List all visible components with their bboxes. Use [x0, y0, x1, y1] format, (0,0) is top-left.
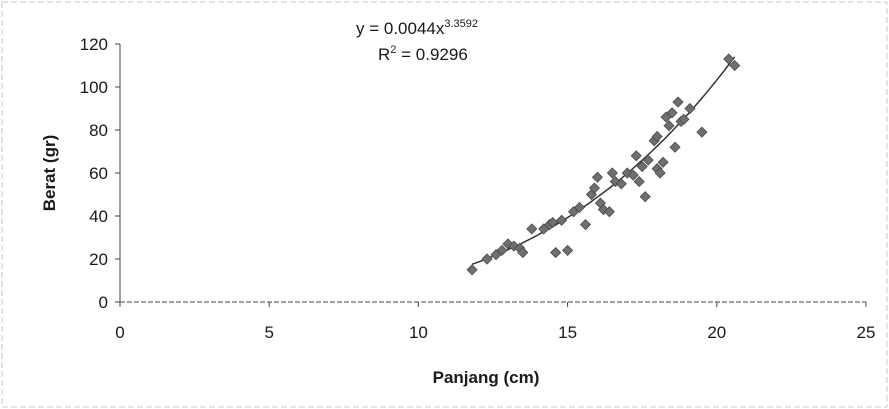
y-axis-ticks: 0 20 40 60 80 100 120 [80, 35, 120, 312]
data-point [723, 53, 735, 65]
r2-value: = 0.9296 [396, 45, 467, 64]
data-point [466, 264, 478, 276]
data-point [606, 167, 618, 179]
y-axis-title: Berat (gr) [40, 135, 59, 212]
x-tick-label: 10 [409, 323, 428, 342]
x-tick-label: 15 [558, 323, 577, 342]
data-point [651, 130, 663, 143]
equation-exponent: 3.3592 [444, 18, 478, 30]
y-tick-label: 0 [99, 293, 108, 312]
data-point [562, 244, 574, 256]
x-tick-label: 25 [857, 323, 876, 342]
data-point [588, 182, 601, 194]
y-tick-label: 60 [89, 164, 108, 183]
data-point [636, 160, 648, 173]
y-tick-label: 120 [80, 35, 108, 54]
data-point [550, 246, 562, 259]
x-axis-title: Panjang (cm) [433, 368, 540, 387]
data-point [678, 113, 690, 125]
data-point [579, 219, 592, 231]
data-point [633, 176, 645, 188]
data-point [615, 178, 627, 190]
data-point [642, 154, 654, 166]
y-tick-label: 100 [80, 78, 108, 97]
data-point [672, 96, 684, 108]
data-point [630, 150, 642, 162]
data-point [684, 102, 696, 115]
y-tick-label: 40 [89, 207, 108, 226]
data-point [547, 216, 559, 229]
x-tick-label: 20 [707, 323, 726, 342]
data-point [481, 253, 493, 265]
data-points [466, 53, 741, 276]
data-point [657, 156, 669, 168]
y-tick-label: 80 [89, 121, 108, 140]
data-point [556, 214, 568, 226]
x-tick-label: 5 [264, 323, 273, 342]
data-point [603, 206, 615, 218]
data-point [654, 167, 666, 179]
r-squared: R2 = 0.9296 [378, 44, 468, 64]
x-tick-label: 0 [115, 323, 124, 342]
data-point [627, 169, 639, 181]
data-point [696, 126, 708, 138]
data-point [517, 246, 529, 259]
data-point [573, 201, 586, 213]
data-point [526, 223, 538, 235]
x-axis-ticks: 0 5 10 15 20 25 [115, 302, 875, 342]
r2-power: 2 [390, 44, 396, 56]
data-point [669, 141, 681, 153]
equation-base: y = 0.0044x [356, 19, 445, 38]
trendline-equation: y = 0.0044x3.3592 [356, 18, 478, 38]
data-point [591, 171, 604, 183]
data-point [729, 59, 741, 72]
y-tick-label: 20 [89, 250, 108, 269]
r2-prefix: R [378, 45, 390, 64]
data-point [666, 107, 678, 119]
data-point [663, 120, 675, 132]
data-point [496, 244, 508, 256]
power-trendline [471, 56, 736, 266]
data-point [639, 191, 651, 203]
